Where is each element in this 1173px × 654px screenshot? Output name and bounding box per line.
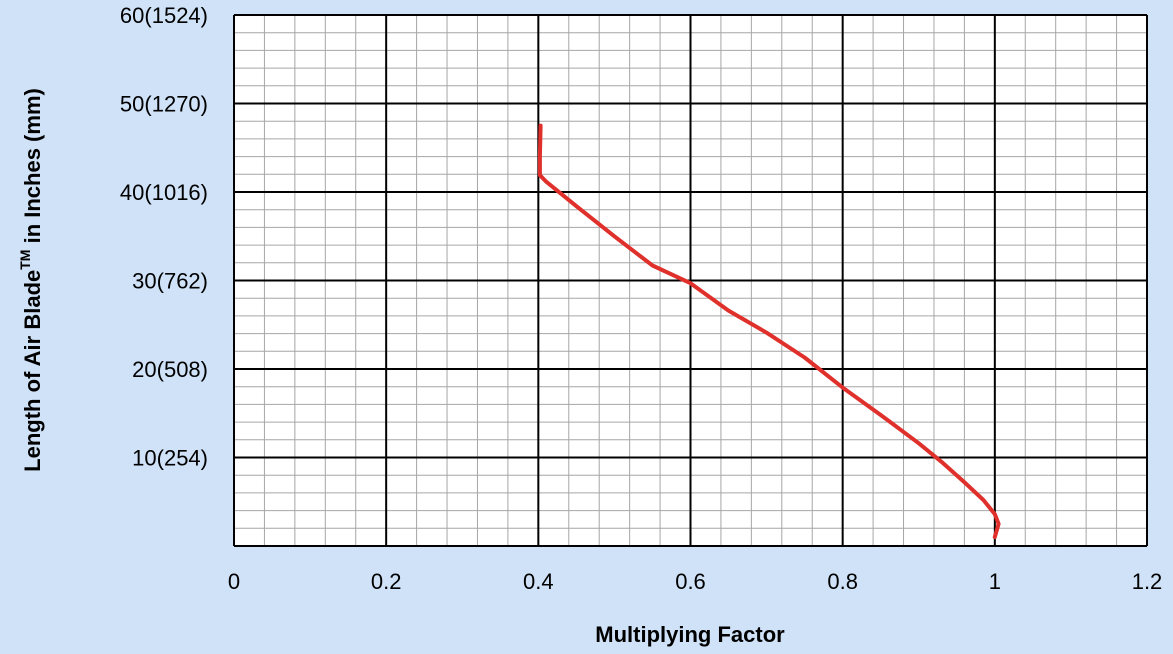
x-tick-label: 0.8 bbox=[827, 569, 858, 594]
x-tick-label: 0 bbox=[228, 569, 240, 594]
y-axis-title-suffix: in Inches (mm) bbox=[20, 88, 45, 249]
y-axis-title-superscript: TM bbox=[17, 250, 33, 270]
x-tick-label: 0.4 bbox=[523, 569, 554, 594]
y-tick-label: 10(254) bbox=[132, 446, 208, 471]
x-axis-title: Multiplying Factor bbox=[595, 622, 785, 647]
x-tick-label: 0.6 bbox=[675, 569, 706, 594]
y-tick-label: 40(1016) bbox=[120, 180, 208, 205]
y-axis-title-prefix: Length of Air Blade bbox=[20, 270, 45, 472]
x-tick-label: 0.2 bbox=[371, 569, 402, 594]
y-tick-label: 30(762) bbox=[132, 269, 208, 294]
series-line-0 bbox=[537, 123, 1001, 540]
y-tick-labels: 10(254) 20(508) 30(762) 40(1016) 50(1270) 60(… bbox=[120, 3, 208, 471]
y-tick-label: 20(508) bbox=[132, 357, 208, 382]
x-tick-label: 1.2 bbox=[1132, 569, 1163, 594]
series-layer bbox=[537, 123, 1001, 540]
y-tick-label: 50(1270) bbox=[120, 92, 208, 117]
x-tick-label: 1 bbox=[989, 569, 1001, 594]
y-tick-label: 60(1524) bbox=[120, 3, 208, 28]
x-tick-labels: 0 0.2 0.4 0.6 0.8 1 1.2 bbox=[228, 569, 1162, 594]
axes bbox=[233, 15, 1147, 547]
y-axis-title: Length of Air BladeTM in Inches (mm) bbox=[17, 88, 45, 472]
